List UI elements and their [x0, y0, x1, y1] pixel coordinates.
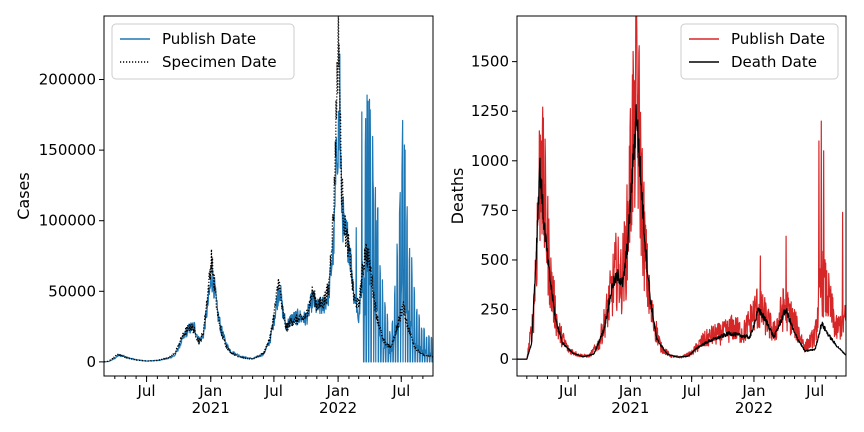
x-tick-year-label: 2022 [735, 399, 773, 417]
legend-label: Death Date [731, 53, 817, 71]
legend-label: Specimen Date [162, 53, 277, 71]
y-tick-label: 1000 [471, 152, 509, 170]
series-line-specimen-date [104, 16, 433, 363]
y-tick-label: 1250 [471, 102, 509, 120]
y-tick-label: 250 [480, 301, 509, 319]
x-tick-label: Jan [741, 382, 765, 400]
x-tick-label: Jul [805, 382, 824, 400]
x-tick-label: Jan [618, 382, 642, 400]
x-tick-label: Jul [391, 382, 410, 400]
y-tick-label: 1500 [471, 53, 509, 71]
legend-box [111, 23, 295, 80]
y-axis-title: Cases [14, 172, 33, 220]
y-tick-label: 750 [480, 201, 509, 219]
plot-frame [103, 15, 434, 377]
legend-label: Publish Date [162, 30, 256, 48]
x-tick-label: Jul [137, 382, 156, 400]
x-tick-label: Jul [682, 382, 701, 400]
plot-area [517, 16, 846, 360]
y-tick-label: 100000 [39, 212, 96, 230]
series-line-publish-date [517, 16, 846, 360]
y-axis-title: Deaths [448, 168, 467, 225]
x-tick-year-label: 2022 [319, 399, 357, 417]
x-tick-label: Jan [198, 382, 222, 400]
legend: Publish Date Death Date [680, 23, 839, 80]
legend-label: Publish Date [731, 30, 825, 48]
series-line-death-date [517, 104, 846, 360]
legend: Publish Date Specimen Date [111, 23, 295, 80]
y-tick-label: 500 [480, 251, 509, 269]
x-tick-year-label: 2021 [611, 399, 649, 417]
x-tick-year-label: 2021 [192, 399, 230, 417]
y-tick-label: 150000 [39, 141, 96, 159]
plot-area [104, 16, 433, 363]
x-tick-label: Jul [264, 382, 283, 400]
x-tick-label: Jan [326, 382, 350, 400]
y-tick-label: 200000 [39, 71, 96, 89]
x-tick-label: Jul [558, 382, 577, 400]
legend-box [680, 23, 839, 80]
y-tick-label: 0 [499, 350, 509, 368]
y-tick-label: 50000 [48, 282, 96, 300]
y-tick-label: 0 [86, 353, 96, 371]
